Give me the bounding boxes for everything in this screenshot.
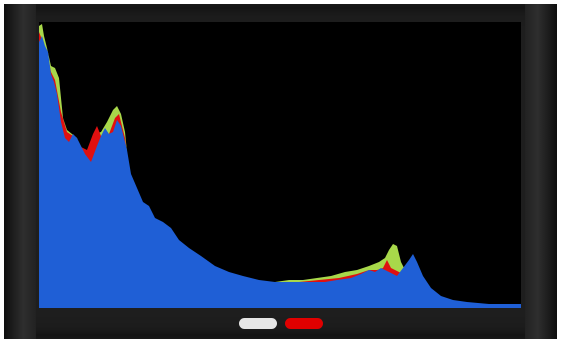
indicator-white[interactable] bbox=[239, 318, 277, 329]
histogram-screen bbox=[39, 22, 521, 308]
bezel-left bbox=[4, 4, 36, 339]
bezel-right bbox=[525, 4, 557, 339]
histogram-channel-blue bbox=[39, 36, 521, 308]
indicator-red[interactable] bbox=[285, 318, 323, 329]
histogram-plot bbox=[39, 24, 521, 308]
